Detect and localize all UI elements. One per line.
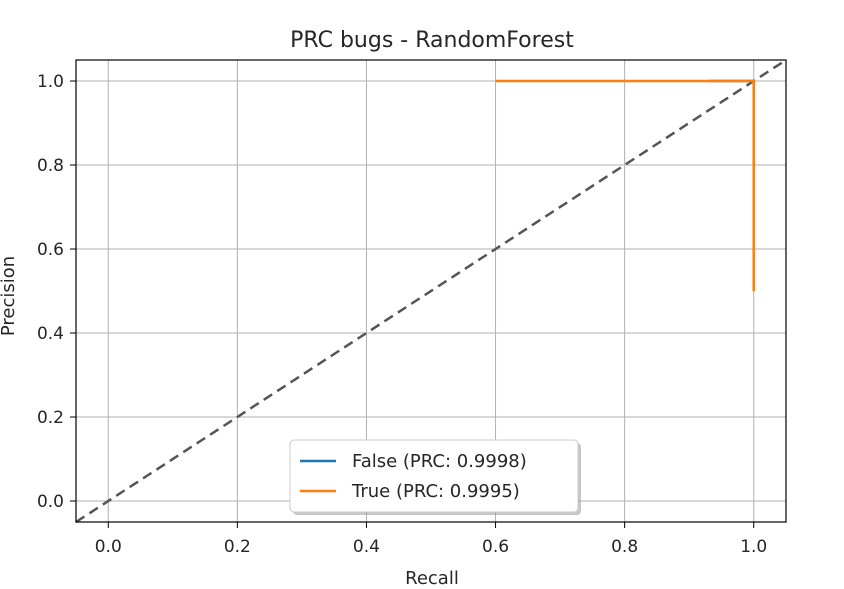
reference-diagonal-line xyxy=(75,58,787,524)
series-line xyxy=(708,79,755,291)
y-tick-label: 1.0 xyxy=(37,72,64,92)
x-tick-label: 0.6 xyxy=(482,537,509,557)
y-tick-label: 0.4 xyxy=(37,324,64,344)
series-line xyxy=(495,79,755,291)
plot-frame xyxy=(75,59,787,523)
legend-box xyxy=(289,439,579,513)
x-tick-label: 0.8 xyxy=(611,537,638,557)
x-tick-label: 0.4 xyxy=(353,537,380,557)
y-ticks: 0.0 0.2 0.4 0.6 0.8 1.0 xyxy=(37,72,76,512)
legend: False (PRC: 0.9998) True (PRC: 0.9995) xyxy=(289,439,581,515)
reference-diagonal xyxy=(75,58,787,524)
y-tick-label: 0.2 xyxy=(37,408,64,428)
x-tick-label: 0.2 xyxy=(224,537,251,557)
x-tick-label: 0.0 xyxy=(95,537,122,557)
y-tick-label: 0.0 xyxy=(37,492,64,512)
y-axis-label: Precision xyxy=(0,256,19,336)
y-tick-label: 0.6 xyxy=(37,240,64,260)
x-ticks: 0.0 0.2 0.4 0.6 0.8 1.0 xyxy=(95,522,767,557)
x-axis-label: Recall xyxy=(405,568,459,589)
y-tick-label: 0.8 xyxy=(37,156,64,176)
chart-title: PRC bugs - RandomForest xyxy=(290,28,574,53)
legend-label: False (PRC: 0.9998) xyxy=(352,451,527,472)
x-tick-label: 1.0 xyxy=(740,537,767,557)
series-lines xyxy=(495,79,755,291)
legend-label: True (PRC: 0.9995) xyxy=(351,481,520,502)
